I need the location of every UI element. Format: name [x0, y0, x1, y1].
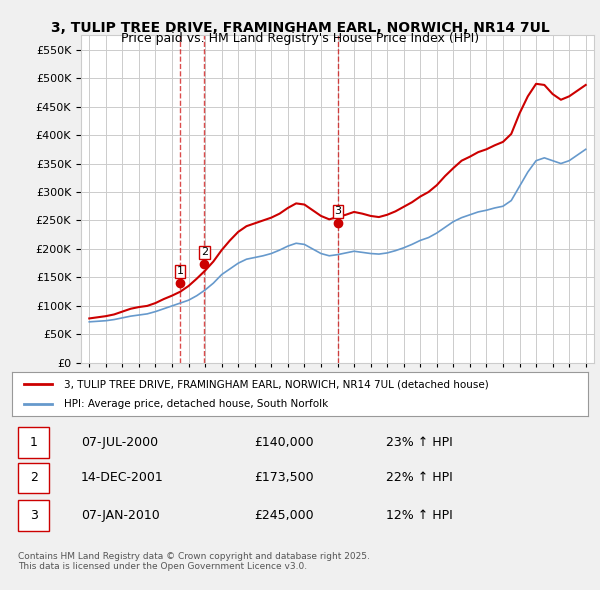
- Text: 3: 3: [29, 509, 38, 522]
- Text: HPI: Average price, detached house, South Norfolk: HPI: Average price, detached house, Sout…: [64, 399, 328, 408]
- Text: 1: 1: [29, 436, 38, 449]
- FancyBboxPatch shape: [18, 427, 49, 458]
- Text: £140,000: £140,000: [254, 436, 314, 449]
- Text: 3: 3: [334, 206, 341, 217]
- Text: £173,500: £173,500: [254, 471, 314, 484]
- Text: Contains HM Land Registry data © Crown copyright and database right 2025.
This d: Contains HM Land Registry data © Crown c…: [18, 552, 370, 571]
- Text: 3, TULIP TREE DRIVE, FRAMINGHAM EARL, NORWICH, NR14 7UL: 3, TULIP TREE DRIVE, FRAMINGHAM EARL, NO…: [50, 21, 550, 35]
- FancyBboxPatch shape: [18, 500, 49, 531]
- Text: Price paid vs. HM Land Registry's House Price Index (HPI): Price paid vs. HM Land Registry's House …: [121, 32, 479, 45]
- Text: 1: 1: [177, 266, 184, 276]
- Text: 3, TULIP TREE DRIVE, FRAMINGHAM EARL, NORWICH, NR14 7UL (detached house): 3, TULIP TREE DRIVE, FRAMINGHAM EARL, NO…: [64, 379, 488, 389]
- Text: 07-JAN-2010: 07-JAN-2010: [81, 509, 160, 522]
- FancyBboxPatch shape: [18, 463, 49, 493]
- Text: 2: 2: [201, 247, 208, 257]
- Text: 14-DEC-2001: 14-DEC-2001: [81, 471, 164, 484]
- Text: 12% ↑ HPI: 12% ↑ HPI: [386, 509, 453, 522]
- Text: £245,000: £245,000: [254, 509, 314, 522]
- Text: 23% ↑ HPI: 23% ↑ HPI: [386, 436, 453, 449]
- Text: 07-JUL-2000: 07-JUL-2000: [81, 436, 158, 449]
- Text: 2: 2: [29, 471, 38, 484]
- Text: 22% ↑ HPI: 22% ↑ HPI: [386, 471, 453, 484]
